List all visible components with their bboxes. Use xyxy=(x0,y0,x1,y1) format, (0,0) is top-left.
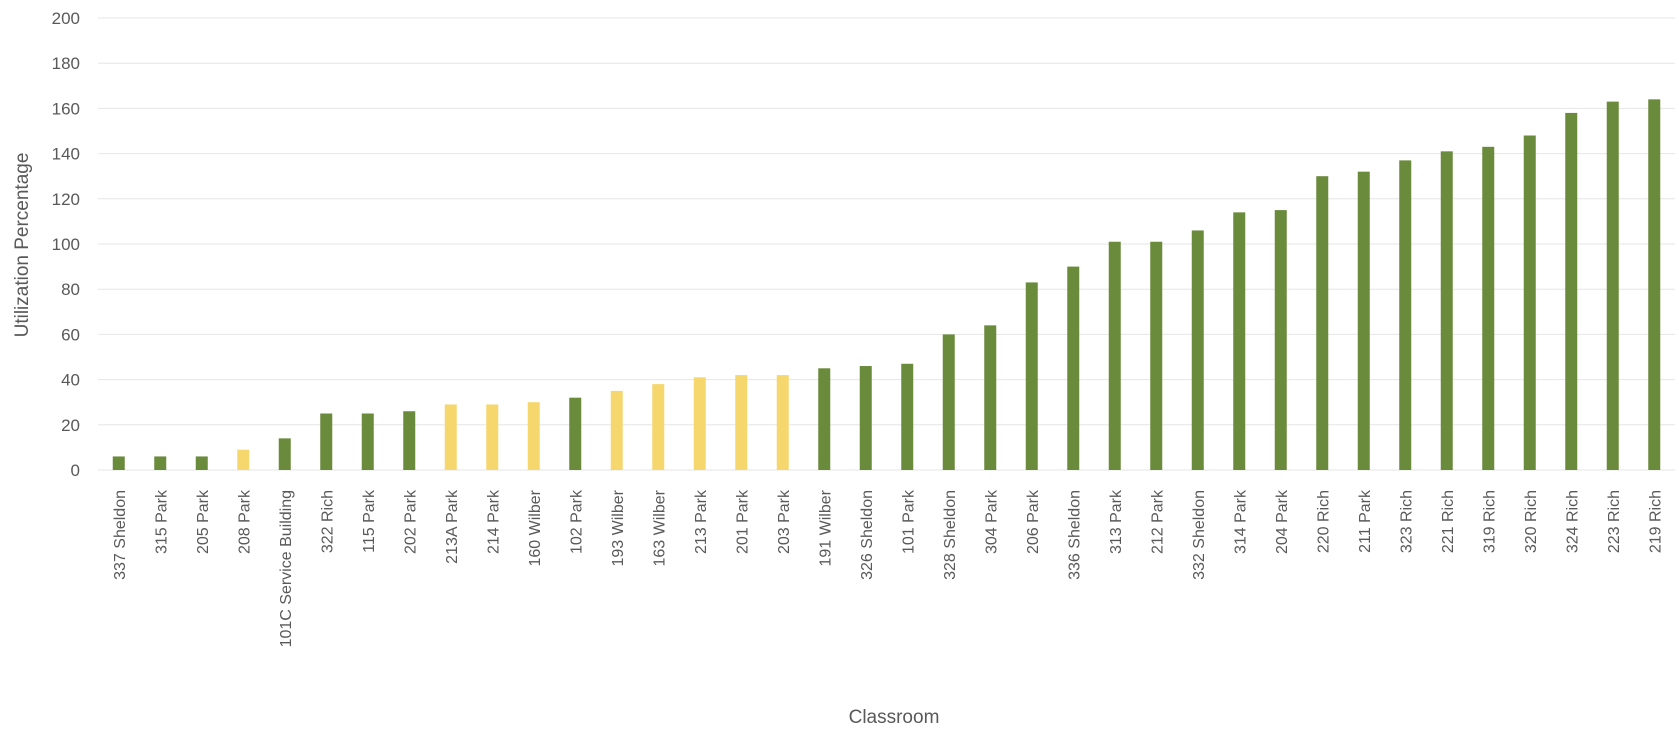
x-tick-label: 206 Park xyxy=(1025,489,1042,554)
x-tick-label: 208 Park xyxy=(236,489,253,554)
y-tick-label: 20 xyxy=(61,416,80,435)
bar xyxy=(1606,101,1619,471)
bar xyxy=(735,375,748,470)
bar xyxy=(1150,241,1163,470)
bar xyxy=(486,404,499,470)
x-tick-label: 220 Rich xyxy=(1315,490,1332,553)
y-tick-label: 0 xyxy=(71,461,80,480)
bar xyxy=(859,366,872,470)
x-tick-label: 191 Wilber xyxy=(817,489,834,566)
bar xyxy=(237,449,250,470)
bars xyxy=(112,99,1661,471)
bar xyxy=(1399,160,1412,470)
bar xyxy=(984,325,997,470)
bar xyxy=(361,413,374,470)
x-tick-label: 313 Park xyxy=(1108,489,1125,554)
x-axis-title: Classroom xyxy=(849,707,940,728)
bar xyxy=(652,384,665,470)
bar xyxy=(1067,266,1080,470)
bar xyxy=(527,402,540,470)
x-tick-label: 193 Wilber xyxy=(610,489,627,566)
x-tick-label: 314 Park xyxy=(1232,489,1249,554)
bar xyxy=(1316,176,1329,470)
bar xyxy=(610,390,623,470)
bar xyxy=(195,456,208,470)
y-tick-label: 80 xyxy=(61,280,80,299)
x-tick-label: 323 Rich xyxy=(1398,490,1415,553)
x-tick-label: 304 Park xyxy=(983,489,1000,554)
x-tick-label: 202 Park xyxy=(402,489,419,554)
x-tick-label: 203 Park xyxy=(776,489,793,554)
bar xyxy=(1565,112,1578,471)
x-tick-label: 115 Park xyxy=(361,489,378,553)
y-tick-label: 160 xyxy=(52,99,80,118)
gridlines xyxy=(98,17,1675,471)
x-tick-label: 102 Park xyxy=(568,489,585,554)
x-tick-label: 319 Rich xyxy=(1481,490,1498,553)
x-tick-label: 221 Rich xyxy=(1440,490,1457,553)
y-axis-title: Utilization Percentage xyxy=(12,153,33,338)
x-tick-label: 211 Park xyxy=(1357,489,1374,553)
bar xyxy=(818,368,831,470)
y-axis-ticks: 0 20 40 60 80 100 120 140 160 180 200 xyxy=(52,9,80,480)
y-tick-label: 120 xyxy=(52,190,80,209)
bar xyxy=(403,411,416,470)
bar xyxy=(1191,230,1204,470)
y-tick-label: 180 xyxy=(52,54,80,73)
bar xyxy=(1648,99,1661,471)
bar xyxy=(1482,146,1495,470)
x-tick-label: 332 Sheldon xyxy=(1191,490,1208,580)
y-tick-label: 40 xyxy=(61,371,80,390)
bar xyxy=(1440,151,1453,470)
x-tick-label: 201 Park xyxy=(734,489,751,554)
y-tick-label: 140 xyxy=(52,145,80,164)
x-tick-label: 212 Park xyxy=(1149,489,1166,554)
x-tick-label: 322 Rich xyxy=(319,490,336,553)
x-tick-label: 101C Service Building xyxy=(278,490,295,647)
bar xyxy=(278,438,291,470)
x-tick-label: 204 Park xyxy=(1274,489,1291,554)
x-tick-label: 219 Rich xyxy=(1647,490,1664,553)
y-tick-label: 60 xyxy=(61,325,80,344)
bar xyxy=(1274,210,1287,470)
bar xyxy=(776,375,789,470)
x-tick-label: 213 Park xyxy=(693,489,710,554)
x-tick-label: 101 Park xyxy=(900,489,917,554)
bar xyxy=(569,397,582,470)
x-tick-label: 205 Park xyxy=(195,489,212,554)
bar xyxy=(901,363,914,470)
x-tick-label: 328 Sheldon xyxy=(942,490,959,580)
x-tick-label: 160 Wilber xyxy=(527,489,544,566)
y-tick-label: 200 xyxy=(52,9,80,28)
x-tick-label: 337 Sheldon xyxy=(112,490,129,580)
x-tick-label: 336 Sheldon xyxy=(1066,490,1083,580)
x-tick-label: 320 Rich xyxy=(1523,490,1540,553)
x-tick-label: 214 Park xyxy=(485,489,502,554)
x-tick-label: 326 Sheldon xyxy=(859,490,876,580)
x-tick-label: 324 Rich xyxy=(1564,490,1581,553)
bar xyxy=(320,413,333,470)
bar xyxy=(693,377,706,470)
x-tick-label: 213A Park xyxy=(444,489,461,564)
bar xyxy=(1357,171,1370,470)
bar xyxy=(1523,135,1536,470)
bar xyxy=(1108,241,1121,470)
x-axis-ticks: 337 Sheldon 315 Park 205 Park 208 Park 101C … xyxy=(112,489,1665,647)
bar xyxy=(112,456,125,470)
bar xyxy=(942,334,955,470)
bar xyxy=(1025,282,1038,470)
x-tick-label: 223 Rich xyxy=(1606,490,1623,553)
bar xyxy=(154,456,167,470)
bar xyxy=(444,404,457,470)
x-tick-label: 163 Wilber xyxy=(651,489,668,566)
bar xyxy=(1233,212,1246,471)
x-tick-label: 315 Park xyxy=(153,489,170,554)
y-tick-label: 100 xyxy=(52,235,80,254)
